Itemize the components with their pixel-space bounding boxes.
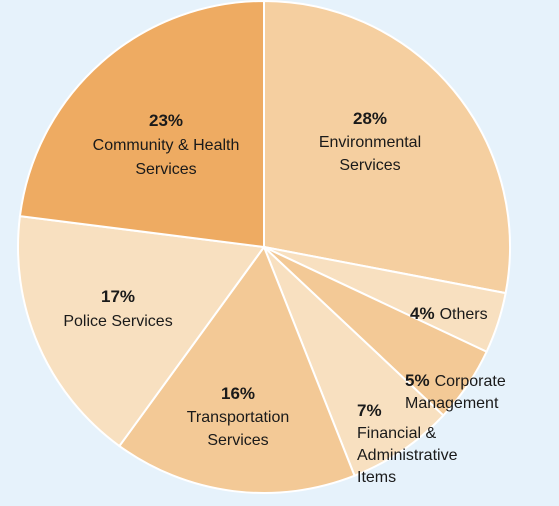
slice-name-label: Management: [405, 395, 499, 412]
slice-label-6: 23% Community & Health Services: [93, 111, 240, 178]
slice-name-label: Others: [440, 306, 488, 323]
slice-percent-label: 4%: [410, 304, 435, 323]
slice-percent-label: 28%: [353, 109, 387, 128]
slice-name-label: Administrative: [357, 447, 458, 464]
slice-name-label: Financial &: [357, 425, 436, 442]
pie-labels: 28% Environmental Services 4% Others 5% Corpor…: [63, 109, 506, 486]
slice-name-label: Items: [357, 469, 396, 486]
slice-name-label: Transportation: [187, 409, 290, 426]
slice-name-label: Services: [135, 161, 196, 178]
slice-label-4: 16% Transportation Services: [187, 384, 290, 449]
pie-slice-0: [263, 0, 511, 295]
slice-percent-label: 5%: [405, 371, 430, 390]
slice-label-1: 4% Others: [410, 304, 488, 323]
slice-label-5: 17% Police Services: [63, 287, 172, 330]
slice-name-label: Services: [339, 157, 400, 174]
pie-slices: [17, 0, 511, 494]
slice-percent-label: 17%: [101, 287, 135, 306]
slice-name-label: Services: [207, 432, 268, 449]
slice-label-2: 5% Corporate Management: [405, 371, 506, 412]
slice-name-label: Environmental: [319, 134, 421, 151]
slice-percent-label: 23%: [149, 111, 183, 130]
pie-slice-5: [17, 215, 266, 448]
slice-label-3: 7% Financial & Administrative Items: [357, 401, 458, 486]
slice-percent-label: 16%: [221, 384, 255, 403]
pie-slice-3: [263, 246, 445, 478]
slice-label-0: 28% Environmental Services: [319, 109, 421, 174]
slice-name-label: Police Services: [63, 313, 172, 330]
pie-slice-4: [118, 244, 356, 494]
slice-name-label: Corporate: [435, 373, 506, 390]
pie-slice-6: [18, 0, 265, 249]
slice-name-label: Community & Health: [93, 137, 240, 154]
slice-percent-label: 7%: [357, 401, 382, 420]
